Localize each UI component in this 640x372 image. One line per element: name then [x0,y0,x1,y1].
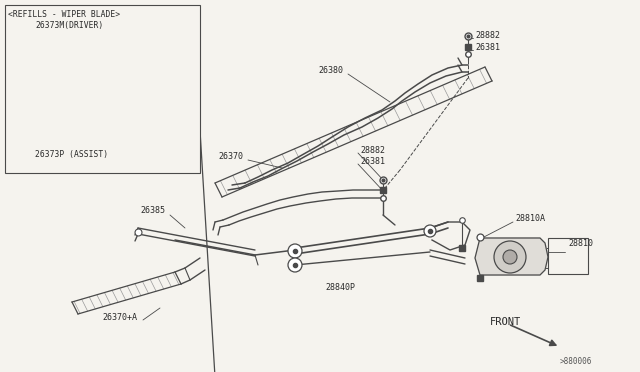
Text: >880006: >880006 [560,357,593,366]
Text: 26385: 26385 [140,205,165,215]
Text: 28810A: 28810A [515,214,545,222]
Text: 26373M(DRIVER): 26373M(DRIVER) [35,20,103,29]
Text: FRONT: FRONT [490,317,521,327]
Text: 26381: 26381 [360,157,385,166]
Text: 26373P (ASSIST): 26373P (ASSIST) [35,150,108,158]
Circle shape [424,225,436,237]
Text: 26370: 26370 [218,151,243,160]
Text: 26370+A: 26370+A [102,314,137,323]
Bar [548,238,588,274]
Circle shape [288,244,302,258]
Text: 26380: 26380 [318,65,343,74]
Circle shape [494,241,526,273]
Text: 28840P: 28840P [325,283,355,292]
Polygon shape [475,238,548,275]
Text: 26381: 26381 [475,42,500,51]
Text: 28882: 28882 [475,31,500,39]
Text: 28882: 28882 [360,145,385,154]
Circle shape [503,250,517,264]
Text: 28810: 28810 [568,238,593,247]
Bar [5,5,200,173]
Circle shape [288,258,302,272]
Text: <REFILLS - WIPER BLADE>: <REFILLS - WIPER BLADE> [8,10,120,19]
